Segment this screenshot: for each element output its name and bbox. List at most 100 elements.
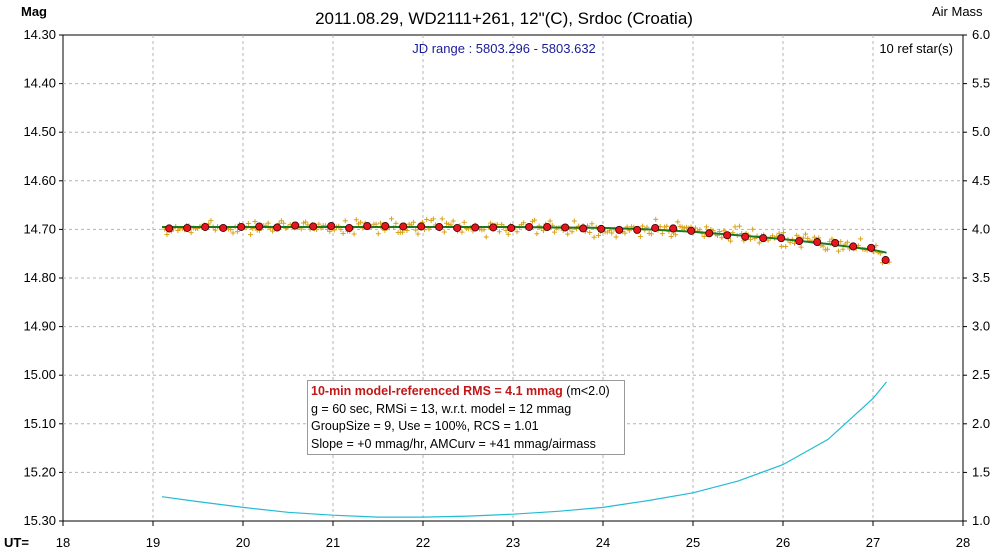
raw-point (756, 240, 762, 246)
raw-point (252, 219, 258, 225)
raw-point (613, 234, 619, 240)
raw-point (373, 221, 379, 227)
ref-stars: 10 ref star(s) (879, 41, 953, 56)
y-tick-label: 15.20 (23, 464, 56, 479)
raw-point (278, 218, 284, 224)
raw-point (587, 229, 593, 235)
raw-point (540, 228, 546, 234)
binned-point (849, 242, 858, 251)
binned-point (777, 234, 786, 243)
raw-point (248, 232, 254, 238)
y-tick-label: 14.50 (23, 124, 56, 139)
raw-point (844, 239, 850, 245)
raw-point (496, 229, 502, 235)
binned-point (435, 222, 444, 231)
raw-point (300, 220, 306, 226)
binned-point (201, 222, 210, 231)
binned-point (471, 223, 480, 232)
binned-point (831, 239, 840, 248)
y-axis-ticks: 14.30 14.40 14.50 14.60 14.70 14.80 14.90 15.00… (23, 27, 63, 528)
raw-point (353, 217, 359, 223)
y2-tick-label: 2.5 (972, 367, 990, 382)
binned-point (579, 224, 588, 233)
y2-tick-label: 4.5 (972, 173, 990, 188)
raw-point (532, 217, 538, 223)
binned-point (525, 222, 534, 231)
raw-point (780, 230, 786, 236)
binned-point (741, 232, 750, 241)
stats-line-3: GroupSize = 9, Use = 100%, RCS = 1.01 (311, 419, 539, 433)
binned-point (255, 222, 264, 231)
raw-point (677, 223, 683, 229)
raw-point (591, 234, 597, 240)
binned-point (507, 223, 516, 232)
y-tick-label: 15.10 (23, 416, 56, 431)
raw-point (673, 232, 679, 238)
raw-point (351, 231, 357, 237)
raw-point (697, 227, 703, 233)
left-axis-label: Mag (21, 4, 47, 19)
binned-point (561, 223, 570, 232)
raw-point (503, 228, 509, 234)
binned-point (633, 225, 642, 234)
x-tick-label: 25 (686, 535, 700, 550)
raw-point (444, 220, 450, 226)
raw-point (505, 231, 511, 237)
stats-line-4: Slope = +0 mmag/hr, AMCurv = +41 mmag/ai… (311, 436, 596, 451)
binned-point (363, 221, 372, 230)
raw-point (415, 231, 421, 237)
binned-point (723, 231, 732, 240)
binned-point (597, 224, 606, 233)
binned-point (417, 222, 426, 231)
raw-point (664, 223, 670, 229)
raw-point (413, 227, 419, 233)
y-tick-label: 14.40 (23, 76, 56, 91)
raw-point (208, 218, 214, 224)
raw-point (679, 224, 685, 230)
binned-point (881, 256, 890, 265)
raw-point (684, 224, 690, 230)
raw-point (721, 228, 727, 234)
raw-point (358, 219, 364, 225)
binned-point (309, 222, 318, 231)
x-tick-label: 21 (326, 535, 340, 550)
x-tick-label: 22 (416, 535, 430, 550)
binned-point (165, 224, 174, 233)
raw-point (411, 219, 417, 225)
raw-point (406, 221, 412, 227)
raw-point (596, 233, 602, 239)
binned-point (291, 221, 300, 230)
raw-point (521, 220, 527, 226)
raw-point (648, 231, 654, 237)
raw-point (659, 231, 665, 237)
raw-point (571, 218, 577, 224)
raw-point (230, 230, 236, 236)
raw-point (265, 220, 271, 226)
x-tick-label: 24 (596, 535, 610, 550)
y2-tick-label: 2.0 (972, 416, 990, 431)
raw-point (389, 216, 395, 222)
raw-point (622, 230, 628, 236)
y2-axis-ticks: 6.0 5.5 5.0 4.5 4.0 3.5 3.0 2.5 2.0 1.5 1.0 (963, 27, 990, 528)
raw-point (281, 220, 287, 226)
raw-point (668, 233, 674, 239)
y2-tick-label: 1.0 (972, 513, 990, 528)
raw-point (732, 224, 738, 230)
raw-point (212, 227, 218, 233)
raw-point (340, 230, 346, 236)
raw-point (646, 230, 652, 236)
y-tick-label: 14.80 (23, 270, 56, 285)
raw-point (430, 216, 436, 222)
raw-point (640, 223, 646, 229)
raw-point (303, 219, 309, 225)
x-tick-label: 18 (56, 535, 70, 550)
binned-point (543, 222, 552, 231)
raw-point (719, 235, 725, 241)
x-tick-label: 20 (236, 535, 250, 550)
raw-point (400, 229, 406, 235)
raw-point (424, 217, 430, 223)
binned-point (687, 226, 696, 235)
raw-point (653, 216, 659, 222)
airmass-curve (161, 381, 887, 518)
